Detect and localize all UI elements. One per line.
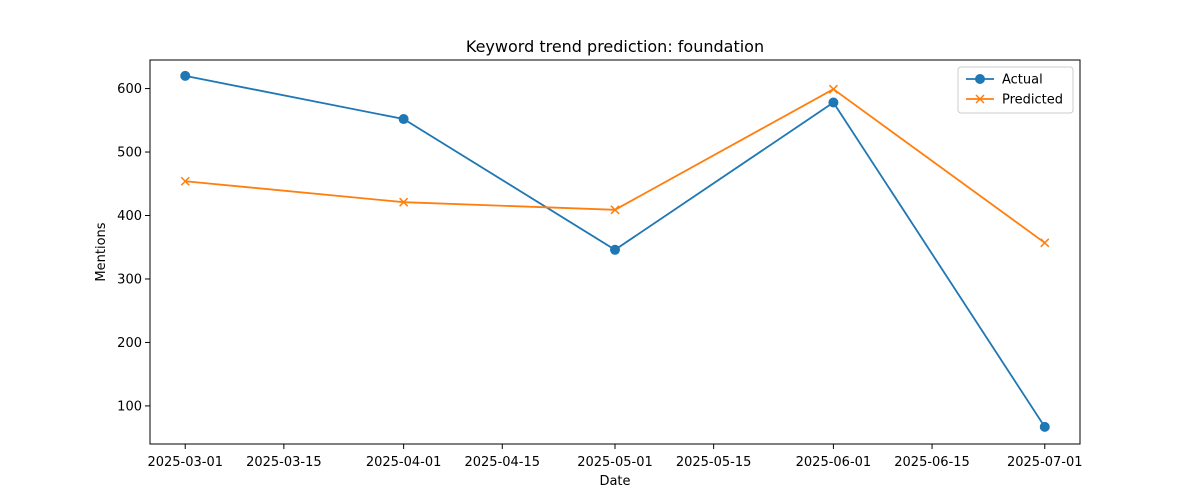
x-tick-label: 2025-03-15 bbox=[246, 455, 322, 470]
legend-marker-actual bbox=[975, 74, 985, 84]
series-actual bbox=[180, 70, 1050, 432]
x-tick-label: 2025-04-15 bbox=[464, 455, 540, 470]
chart-title: Keyword trend prediction: foundation bbox=[466, 37, 764, 56]
x-tick-label: 2025-06-01 bbox=[796, 455, 872, 470]
data-point-predicted bbox=[180, 176, 190, 186]
x-tick-label: 2025-03-01 bbox=[147, 455, 223, 470]
y-tick-label: 400 bbox=[117, 209, 142, 224]
data-point-actual bbox=[610, 244, 620, 255]
data-point-predicted bbox=[1040, 238, 1050, 248]
legend-label-actual: Actual bbox=[1002, 73, 1043, 88]
series-predicted bbox=[180, 84, 1050, 248]
data-point-predicted bbox=[399, 197, 409, 207]
series-layer bbox=[180, 70, 1050, 432]
legend-marker-predicted bbox=[975, 94, 985, 104]
data-point-actual bbox=[1039, 421, 1050, 432]
y-tick-label: 600 bbox=[117, 82, 142, 97]
legend: Actual Predicted bbox=[957, 66, 1074, 114]
series-line-predicted bbox=[185, 88, 1046, 244]
x-tick-label: 2025-05-15 bbox=[676, 455, 752, 470]
x-axis: 2025-03-01 2025-03-15 2025-04-01 2025-04-15… bbox=[147, 444, 1083, 470]
x-tick-label: 2025-06-15 bbox=[894, 455, 970, 470]
y-axis-label: Mentions bbox=[94, 222, 109, 281]
y-tick-label: 300 bbox=[117, 272, 142, 287]
data-point-actual bbox=[398, 114, 409, 125]
data-point-predicted bbox=[610, 205, 620, 215]
y-axis: 100 200 300 400 500 600 bbox=[117, 82, 150, 414]
y-tick-label: 100 bbox=[117, 399, 142, 414]
x-axis-label: Date bbox=[599, 474, 630, 489]
data-point-actual bbox=[828, 97, 839, 108]
y-tick-label: 200 bbox=[117, 336, 142, 351]
x-tick-label: 2025-07-01 bbox=[1007, 455, 1083, 470]
x-tick-label: 2025-05-01 bbox=[577, 455, 653, 470]
x-tick-label: 2025-04-01 bbox=[366, 455, 442, 470]
data-point-predicted bbox=[828, 84, 838, 94]
data-point-actual bbox=[180, 70, 191, 81]
legend-label-predicted: Predicted bbox=[1002, 93, 1063, 108]
y-tick-label: 500 bbox=[117, 146, 142, 161]
